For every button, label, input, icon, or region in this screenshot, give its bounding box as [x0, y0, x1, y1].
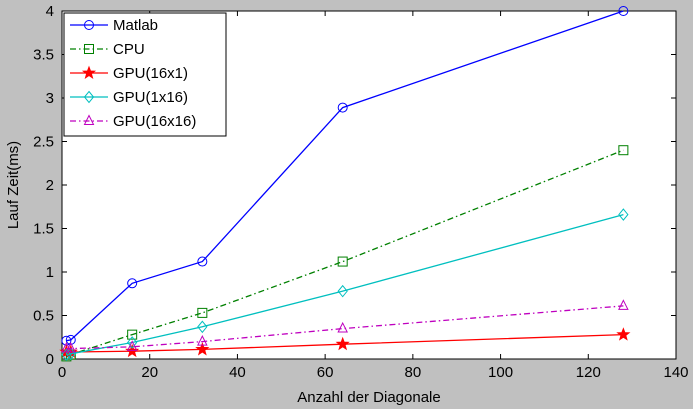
y-tick-label: 0: [46, 351, 54, 368]
x-tick-label: 0: [58, 364, 66, 381]
y-axis-title: Lauf Zeit(ms): [5, 141, 22, 229]
y-tick-label: 2.5: [33, 134, 54, 151]
data-point-marker: [61, 348, 72, 361]
legend: Matlab CPU GPU(16x1) GPU(1x16) GPU(16x16): [63, 12, 227, 137]
data-point-marker: [65, 341, 77, 353]
data-point-marker: [337, 102, 348, 113]
data-point-marker: [337, 284, 348, 298]
y-tick-label: 2: [46, 177, 54, 194]
x-tick-label: 100: [488, 364, 513, 381]
data-point-marker: [197, 307, 208, 318]
y-tick-label: 3.5: [33, 47, 54, 64]
series-matlab: [61, 6, 629, 346]
data-point-marker: [127, 278, 138, 289]
data-point-marker: [83, 114, 95, 125]
data-point-marker: [65, 334, 76, 345]
legend-label: GPU(1x16): [113, 89, 188, 106]
data-point-marker: [127, 336, 138, 349]
legend-entry: Matlab: [70, 17, 158, 34]
data-point-marker: [618, 208, 629, 221]
data-point-marker: [84, 44, 94, 54]
data-point-marker: [616, 327, 631, 341]
x-tick-label: 60: [317, 364, 334, 381]
data-point-marker: [618, 145, 629, 156]
data-point-marker: [335, 336, 350, 351]
legend-entry: GPU(16x1): [70, 65, 188, 82]
x-tick-label: 140: [663, 364, 688, 381]
axis-ticks: 0 20 40 60 80 100 120 140 0 0.5 1 1.5 2 2.5 3 3.5 4: [33, 3, 688, 381]
data-point-marker: [337, 256, 348, 267]
data-point-marker: [84, 20, 94, 30]
x-tick-label: 120: [576, 364, 601, 381]
legend-entry: GPU(1x16): [70, 89, 188, 106]
series-line: [66, 305, 624, 350]
x-axis-title: Anzahl der Diagonale: [297, 389, 440, 406]
y-tick-label: 4: [46, 3, 54, 20]
series-line: [66, 10, 624, 342]
y-tick-label: 1.5: [33, 221, 54, 238]
data-point-marker: [195, 342, 210, 356]
data-point-marker: [618, 6, 629, 16]
data-point-marker: [83, 90, 95, 104]
x-tick-label: 80: [405, 364, 422, 381]
legend-entry: GPU(16x16): [70, 113, 196, 130]
legend-label: GPU(16x1): [113, 65, 188, 82]
data-point-marker: [618, 299, 629, 310]
data-point-marker: [197, 320, 208, 334]
legend-entry: CPU: [70, 41, 145, 58]
x-tick-label: 40: [229, 364, 246, 381]
data-point-marker: [81, 65, 97, 80]
y-tick-label: 3: [46, 90, 54, 107]
data-point-marker: [127, 329, 138, 340]
y-tick-label: 0.5: [33, 308, 54, 325]
data-point-marker: [197, 256, 208, 267]
data-point-marker: [337, 321, 348, 333]
series-gpu-16x16-: [61, 299, 629, 353]
y-tick-label: 1: [46, 264, 54, 281]
series-layer: [59, 6, 631, 362]
legend-label: GPU(16x16): [113, 113, 196, 130]
legend-label: CPU: [113, 41, 145, 58]
legend-label: Matlab: [113, 17, 158, 34]
data-point-marker: [126, 340, 138, 351]
x-tick-label: 20: [141, 364, 158, 381]
data-point-marker: [197, 334, 208, 346]
